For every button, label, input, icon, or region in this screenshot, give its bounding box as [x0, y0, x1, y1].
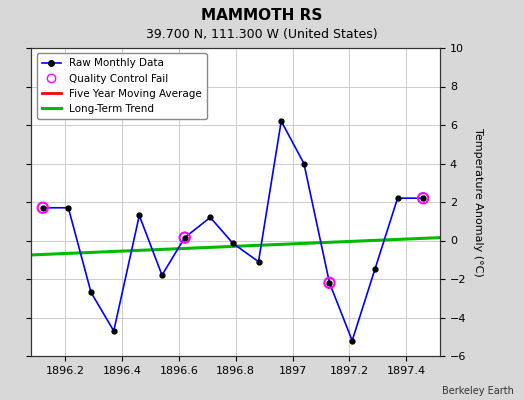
Point	[39, 204, 47, 211]
Legend: Raw Monthly Data, Quality Control Fail, Five Year Moving Average, Long-Term Tren: Raw Monthly Data, Quality Control Fail, …	[37, 53, 207, 119]
Text: Berkeley Earth: Berkeley Earth	[442, 386, 514, 396]
Y-axis label: Temperature Anomaly (°C): Temperature Anomaly (°C)	[473, 128, 483, 276]
Text: MAMMOTH RS: MAMMOTH RS	[201, 8, 323, 23]
Text: 39.700 N, 111.300 W (United States): 39.700 N, 111.300 W (United States)	[146, 28, 378, 41]
Point	[180, 234, 189, 241]
Point	[325, 280, 334, 286]
Point	[419, 195, 427, 201]
